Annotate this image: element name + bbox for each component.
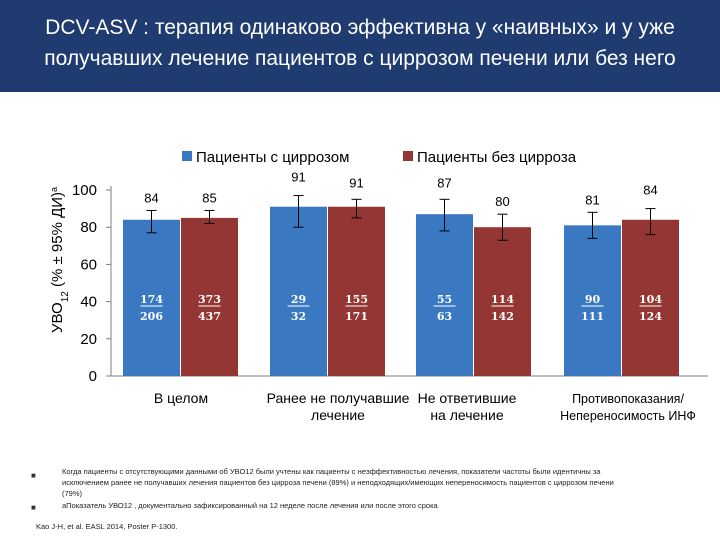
fraction-denominator-cirrhosis-3: 63 [437, 310, 452, 323]
y-tick-label: 80 [80, 219, 97, 236]
legend-label-1: Пациенты с циррозом [196, 149, 349, 166]
y-axis-label-sub: 12 [60, 291, 71, 303]
data-label-cirrhosis-1: 84 [144, 190, 158, 205]
fraction-numerator-no-cirrhosis-4: 104 [639, 293, 662, 306]
bar-cirrhosis-2 [270, 206, 327, 376]
y-tick-label: 0 [89, 368, 97, 385]
footnote-1-line-1: Когда пациенты с отсутствующими данными … [62, 467, 601, 476]
data-label-no-cirrhosis-3: 80 [495, 194, 509, 209]
footnote-bullet-2: ■ [31, 503, 36, 512]
data-label-cirrhosis-3: 87 [437, 175, 451, 190]
y-tick-label: 100 [72, 182, 97, 199]
data-label-no-cirrhosis-2: 91 [349, 175, 363, 190]
x-category-label-2-line-2: лечение [311, 407, 365, 423]
slide-title-line-2: получавших лечение пациентов с циррозом … [44, 47, 676, 70]
fraction-numerator-cirrhosis-2: 29 [291, 293, 306, 306]
bar-no-cirrhosis-3 [474, 227, 531, 376]
y-tick-label: 40 [80, 294, 97, 311]
x-category-label-3-line-1: Не ответившие [418, 390, 517, 406]
y-tick-label: 60 [80, 256, 97, 273]
slide-title-line-1: DCV-ASV : терапия одинаково эффективна у… [45, 16, 675, 39]
fraction-denominator-cirrhosis-2: 32 [291, 310, 306, 323]
footnote-1-line-3: (79%) [62, 489, 83, 498]
source-citation: Kao J-H, et al. EASL 2014, Poster P-1300… [36, 522, 178, 531]
data-label-no-cirrhosis-4: 84 [643, 183, 657, 198]
fraction-numerator-cirrhosis-4: 90 [585, 293, 601, 306]
footnote-2: аПоказатель УВО12 , документально зафикс… [62, 501, 438, 510]
bar-cirrhosis-3 [416, 214, 473, 376]
fraction-denominator-no-cirrhosis-4: 124 [639, 310, 662, 323]
y-axis-label-sup: а [49, 187, 59, 192]
fraction-numerator-cirrhosis-3: 55 [437, 293, 452, 306]
y-tick-label: 20 [80, 331, 97, 348]
bar-cirrhosis-4 [564, 225, 621, 376]
slide-title: DCV-ASV : терапия одинаково эффективна у… [10, 12, 710, 74]
data-label-no-cirrhosis-1: 85 [202, 190, 216, 205]
x-category-label-3-line-2: на лечение [430, 407, 504, 423]
fraction-numerator-no-cirrhosis-2: 155 [345, 293, 368, 306]
fraction-numerator-no-cirrhosis-1: 373 [198, 293, 221, 306]
y-axis-label-rest: (% ± 95% ДИ) [49, 192, 66, 291]
fraction-denominator-no-cirrhosis-1: 437 [198, 310, 221, 323]
fraction-denominator-no-cirrhosis-2: 171 [345, 310, 368, 323]
fraction-numerator-cirrhosis-1: 174 [140, 293, 163, 306]
footnote-1: Когда пациенты с отсутствующими данными … [62, 466, 712, 499]
x-category-label-4-line-2: Непереносимость ИНФ [560, 409, 696, 423]
legend-label-2: Пациенты без цирроза [417, 149, 577, 166]
title-bar: DCV-ASV : терапия одинаково эффективна у… [0, 0, 720, 92]
fraction-denominator-no-cirrhosis-3: 142 [491, 310, 514, 323]
x-category-label-1-line-1: В целом [154, 390, 208, 406]
bar-no-cirrhosis-2 [328, 206, 385, 376]
y-axis-label-main: УВО [49, 302, 66, 333]
data-label-cirrhosis-2: 91 [291, 170, 305, 185]
bar-no-cirrhosis-1 [181, 217, 238, 376]
data-label-cirrhosis-4: 81 [585, 192, 599, 207]
fraction-numerator-no-cirrhosis-3: 114 [491, 293, 514, 306]
bar-cirrhosis-1 [123, 219, 180, 376]
fraction-denominator-cirrhosis-4: 111 [581, 310, 604, 323]
x-category-label-4-line-1: Противопоказания/ [572, 392, 684, 406]
footnote-bullet-1: ■ [31, 471, 36, 480]
x-category-label-2-line-1: Ранее не получавшие [267, 390, 410, 406]
fraction-denominator-cirrhosis-1: 206 [140, 310, 163, 323]
bar-no-cirrhosis-4 [622, 219, 679, 376]
legend-swatch-2 [403, 151, 413, 161]
y-axis-label: УВО12 (% ± 95% ДИ)а [49, 187, 71, 333]
footnote-1-line-2: исключением ранее не получавших лечения … [62, 478, 614, 487]
legend-swatch-1 [182, 151, 192, 161]
